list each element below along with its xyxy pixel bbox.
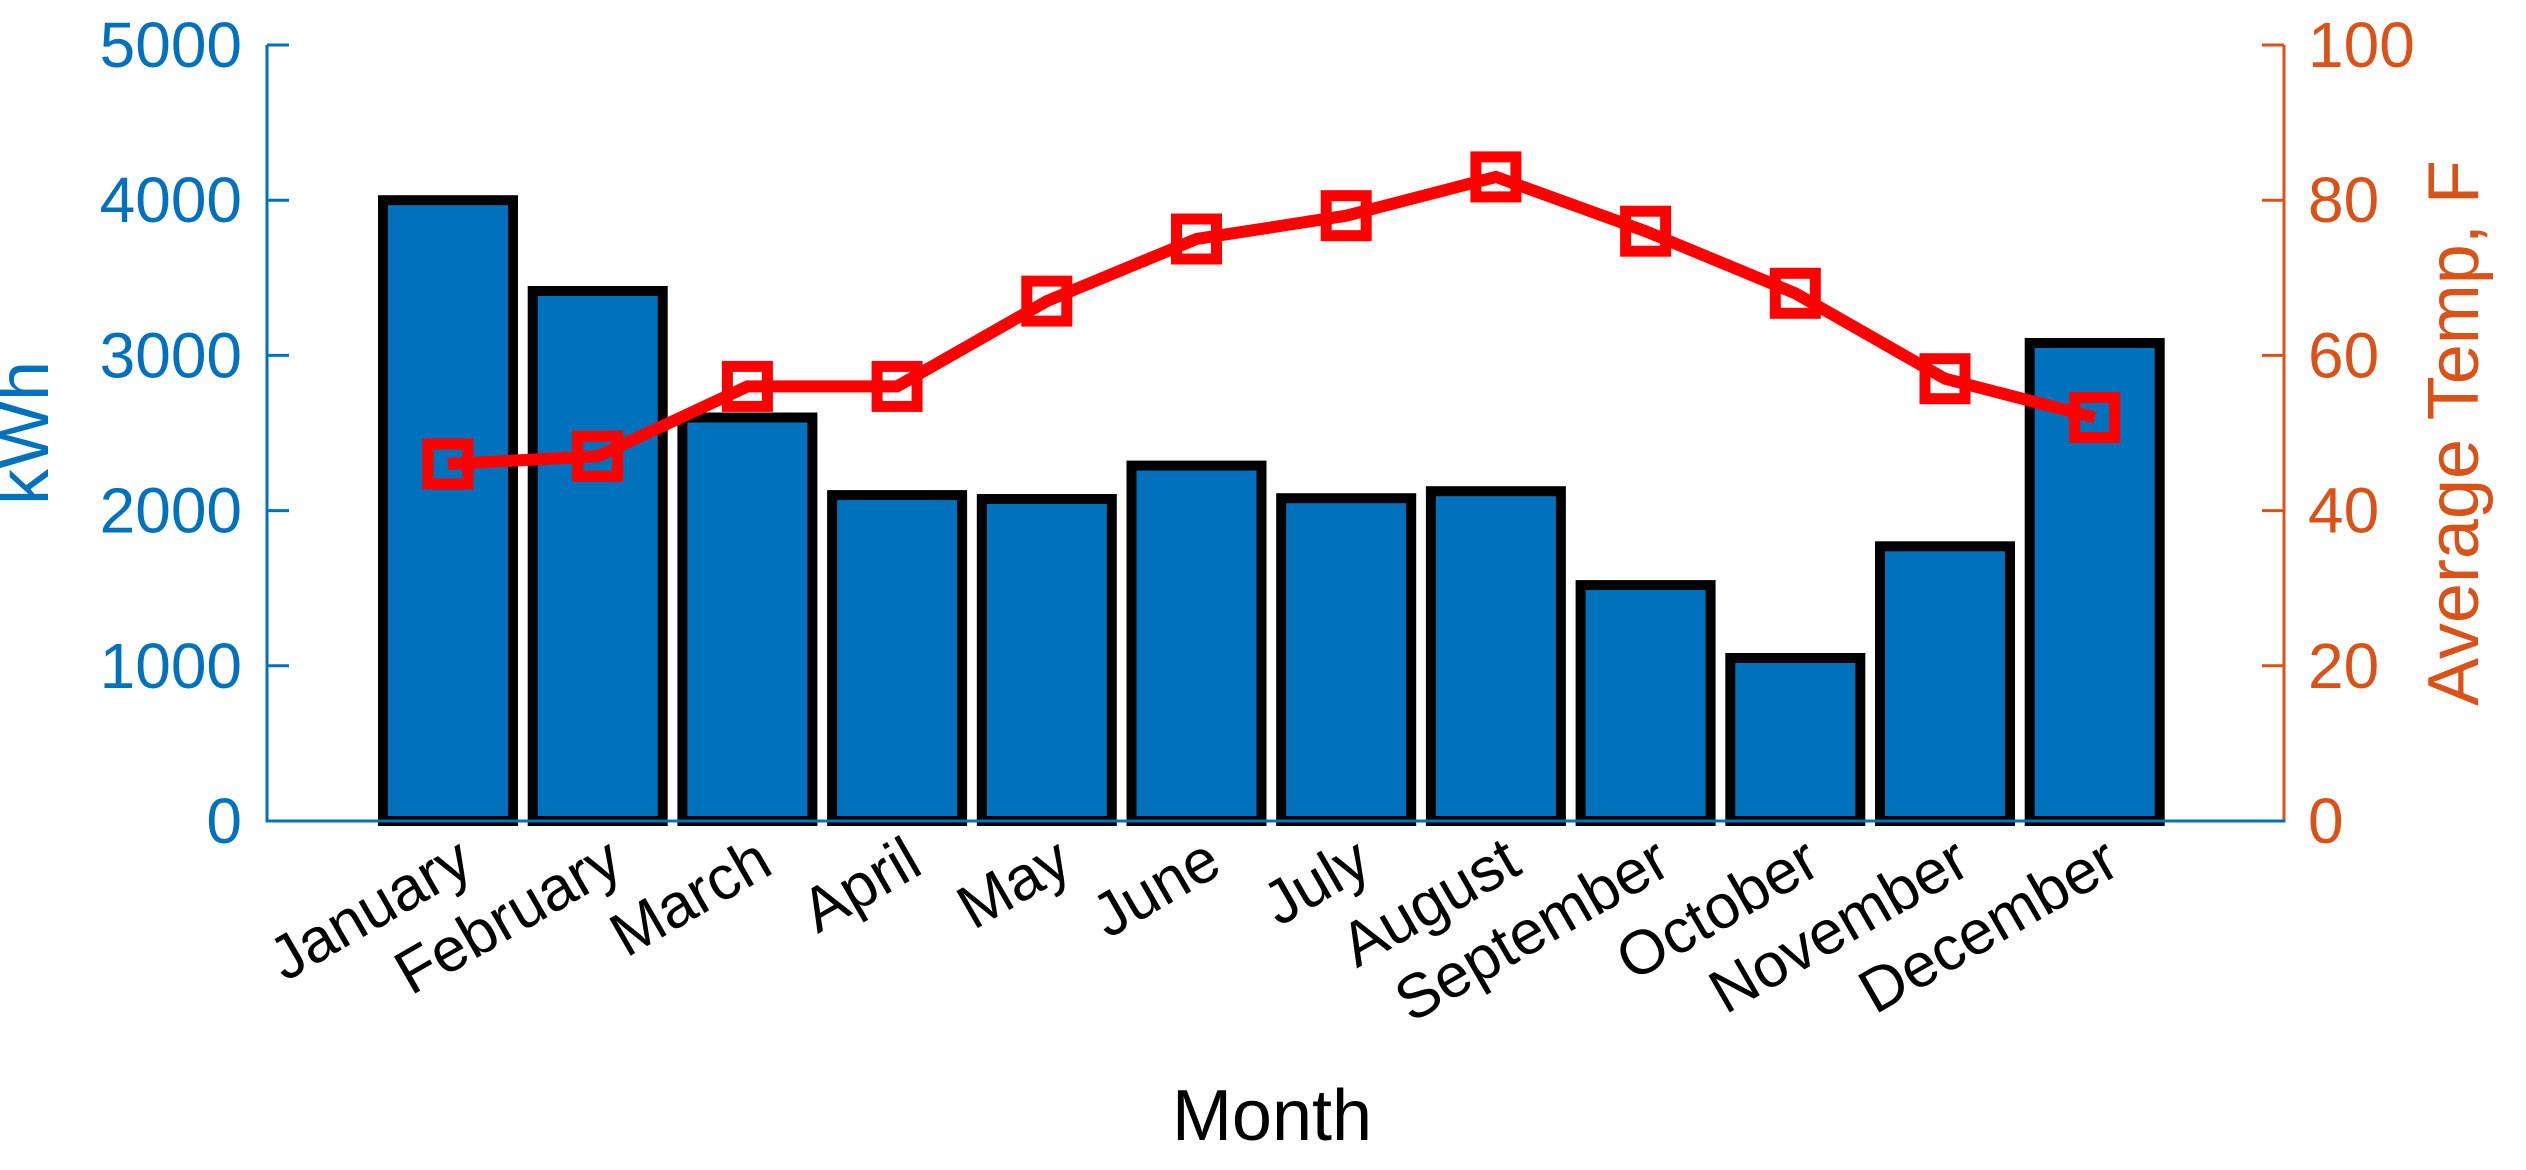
- right-tick-label-40: 40: [2308, 475, 2379, 547]
- temperature-marker-november: [1919, 353, 1971, 405]
- left-axis-group: 0 1000 2000 3000 4000 5000: [100, 9, 289, 857]
- temp-line-group: [422, 151, 2121, 490]
- temperature-marker-april: [871, 360, 923, 412]
- right-tick-label-0: 0: [2308, 785, 2344, 857]
- temperature-marker-december: [2069, 392, 2121, 443]
- right-tick-label-20: 20: [2308, 630, 2379, 702]
- x-tick-label-march: March: [599, 824, 783, 970]
- bar-may: [976, 494, 1117, 826]
- bar-april: [827, 490, 968, 826]
- left-tick-label-2000: 2000: [100, 475, 242, 547]
- right-tick-label-60: 60: [2308, 319, 2379, 391]
- right-tick-label-80: 80: [2308, 164, 2379, 236]
- bar-june: [1126, 460, 1267, 826]
- x-tick-label-may: May: [946, 824, 1082, 942]
- right-axis-group: 0 20 40 60 80 100: [2262, 9, 2415, 857]
- x-tick-label-april: April: [790, 824, 932, 946]
- temperature-marker-july: [1320, 190, 1372, 242]
- left-tick-label-0: 0: [206, 785, 242, 857]
- right-axis-title: Average Temp, F: [2414, 160, 2494, 706]
- temperature-marker-march: [721, 360, 773, 412]
- left-tick-label-1000: 1000: [100, 630, 242, 702]
- temperature-marker-june: [1171, 213, 1222, 265]
- bar-august: [1425, 486, 1566, 826]
- x-axis-title: Month: [1172, 1076, 1372, 1156]
- bar-january: [378, 195, 518, 826]
- temperature-marker-february: [572, 430, 624, 482]
- left-axis-title: kWh: [0, 361, 64, 505]
- bar-february: [527, 286, 668, 826]
- x-tick-label-june: June: [1081, 824, 1232, 951]
- bar-march: [677, 412, 818, 826]
- temperature-marker-september: [1620, 205, 1672, 257]
- bar-november: [1875, 541, 2015, 826]
- temperature-marker-may: [1021, 275, 1073, 327]
- bar-september: [1575, 580, 1716, 826]
- temperature-marker-august: [1470, 151, 1522, 203]
- bar-october: [1725, 653, 1866, 826]
- bar-july: [1276, 493, 1417, 826]
- left-tick-label-5000: 5000: [100, 9, 242, 81]
- bars-group: [378, 195, 2165, 826]
- temperature-marker-january: [422, 438, 474, 490]
- left-tick-label-4000: 4000: [100, 164, 242, 236]
- right-tick-label-100: 100: [2308, 9, 2415, 81]
- left-tick-label-3000: 3000: [100, 319, 242, 391]
- temperature-marker-october: [1769, 267, 1821, 319]
